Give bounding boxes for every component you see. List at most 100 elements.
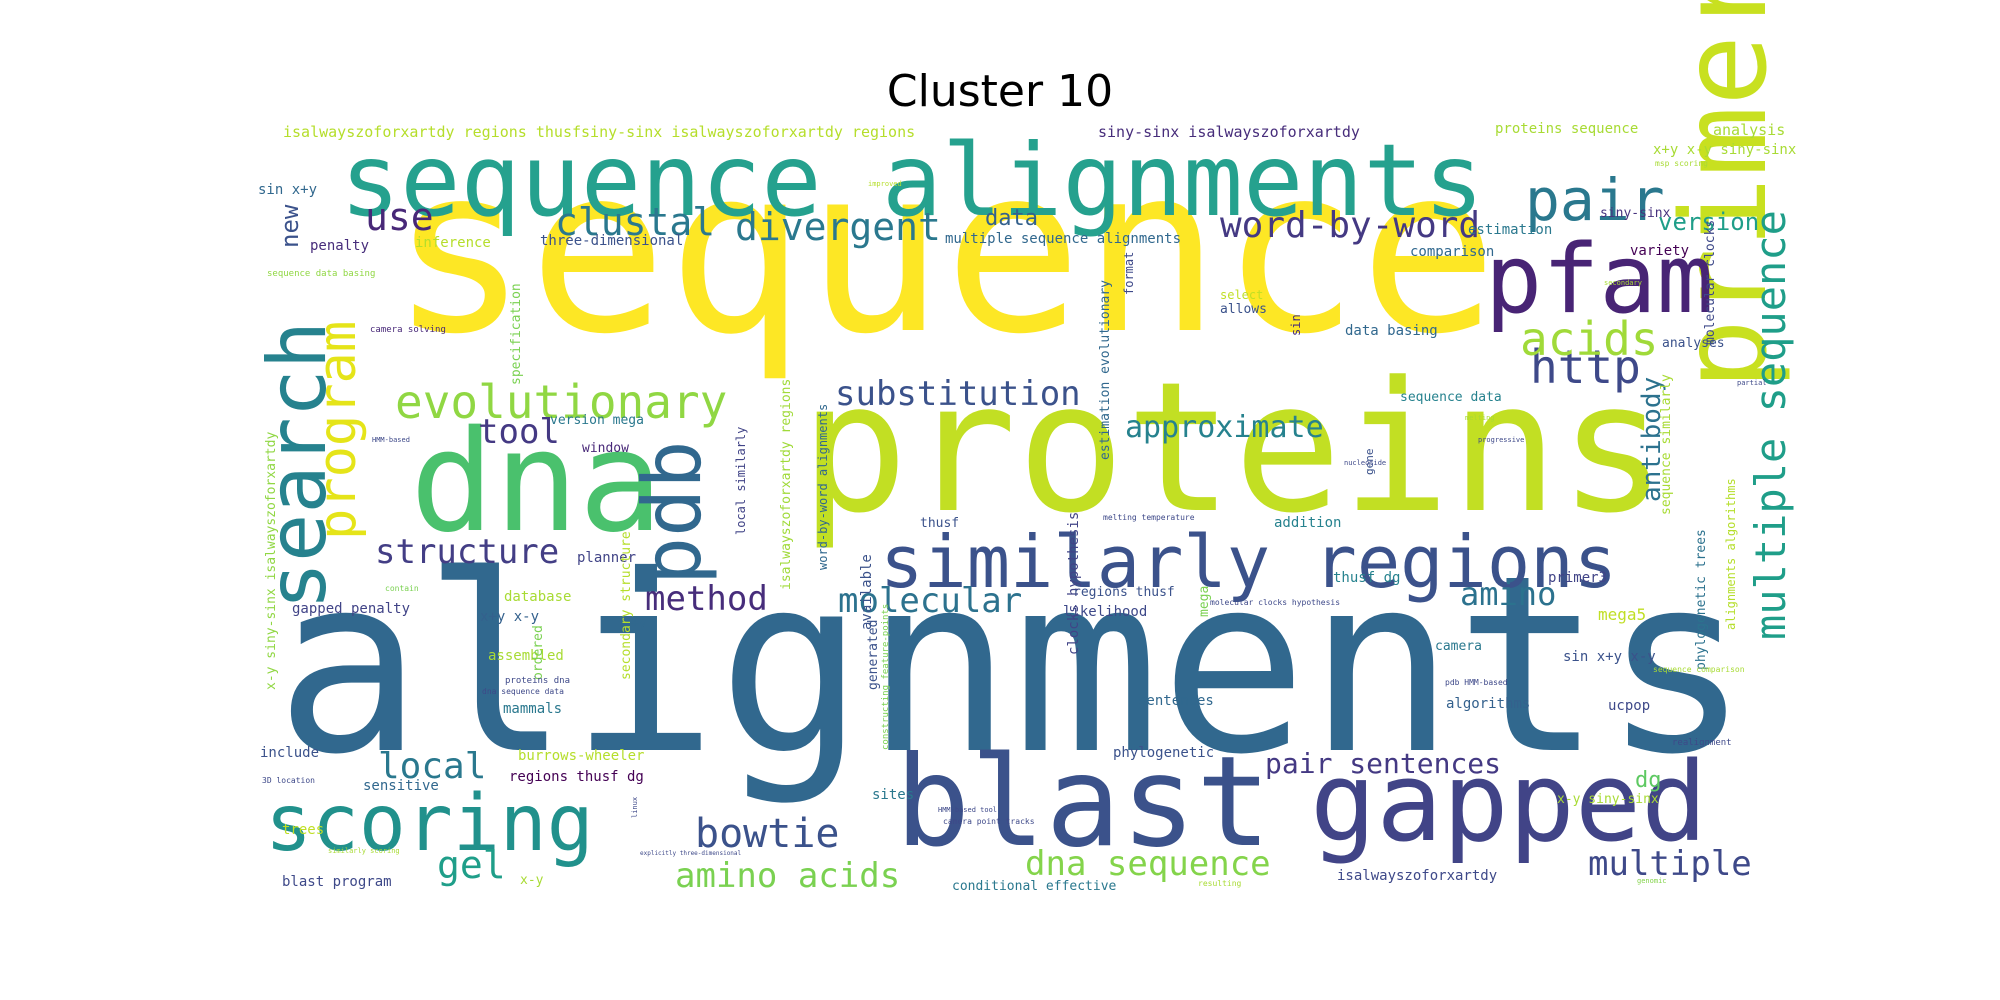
word-database: database xyxy=(504,589,571,605)
word-x-y-x-y: x+y x-y xyxy=(480,609,539,625)
word-alignments-algorithms: alignments algorithms xyxy=(1724,478,1738,630)
word-thusf: thusf xyxy=(920,516,959,531)
word-specification: specification xyxy=(509,283,524,385)
word-structure: structure xyxy=(375,532,559,572)
word-use: use xyxy=(365,195,434,239)
word-sensitive: sensitive xyxy=(363,778,439,794)
word-proteins-dna: proteins dna xyxy=(505,676,570,686)
word-sites: sites xyxy=(872,787,914,803)
word-linux: linux xyxy=(631,797,639,818)
word-include: include xyxy=(260,745,319,761)
word-trees: trees xyxy=(282,822,324,838)
word-isalwayszoforxartdy-regions-thusfsiny-sinx-isalwayszoforxartdy-regions: isalwayszoforxartdy regions thusfsiny-si… xyxy=(283,123,915,141)
word-dg: dg xyxy=(1635,768,1662,793)
word-assembled: assembled xyxy=(488,648,564,664)
word-dna-sequence: dna sequence xyxy=(1025,844,1271,884)
word-sin-x-y-x-y: sin x+y x-y xyxy=(1563,649,1656,665)
word-divergent: divergent xyxy=(735,205,941,249)
word-approximate: approximate xyxy=(1125,410,1324,445)
word-likelihood: likelihood xyxy=(1063,604,1147,620)
word-window: window xyxy=(582,441,629,456)
word-resulting: resulting xyxy=(1198,879,1242,888)
word-primer3: primer3 xyxy=(1548,570,1607,586)
word-camera-solving: camera solving xyxy=(370,325,446,335)
word-three-dimensional: three-dimensional xyxy=(540,233,683,249)
word-format: format xyxy=(1122,252,1136,295)
word-gapped: gapped xyxy=(1310,738,1707,866)
word-regions-thusf: regions thusf xyxy=(1073,585,1175,600)
word-proteins-sequence: proteins sequence xyxy=(1495,121,1638,137)
word-3d-location: 3D location xyxy=(262,776,315,785)
word-pfam: pfam xyxy=(1485,225,1714,335)
word-sequence-similarly: sequence similarly xyxy=(1659,374,1674,515)
word-hmm-based-tool: HMM-based tool xyxy=(938,806,997,814)
word-antibody: antibody xyxy=(1637,377,1667,502)
word-estimation: estimation xyxy=(1468,222,1552,238)
word-phylogenetic: phylogenetic xyxy=(1113,745,1214,761)
word-improved: improved xyxy=(868,180,902,188)
word-isalwayszoforxartdy-regions: isalwayszoforxartdy regions xyxy=(779,379,794,590)
word-blast-program: blast program xyxy=(282,874,392,890)
word-dna-sequence-data: dna sequence data xyxy=(482,687,564,696)
word-version-mega: version mega xyxy=(550,413,644,428)
word-pdb-hmm-based: pdb HMM-based xyxy=(1445,678,1508,687)
word-clustal: clustal xyxy=(555,200,715,244)
word-substitution: substitution xyxy=(835,374,1081,414)
word-regions-thusf-dg: regions thusf dg xyxy=(509,769,644,785)
word-sequence-alignments: sequence alignments xyxy=(340,122,1484,239)
word-new: new xyxy=(276,204,304,248)
word-gene: gene xyxy=(1363,449,1376,476)
word-primer: primer xyxy=(1655,0,1793,390)
word-variety: variety xyxy=(1630,243,1689,259)
word-realignment: realignment xyxy=(1672,738,1732,748)
word-analysis: analysis xyxy=(1713,121,1785,139)
word-contain: contain xyxy=(385,584,419,593)
word-molecular-clocks-hypothesis: molecular clocks hypothesis xyxy=(1210,598,1340,607)
word-molecular-clocks: molecular clocks xyxy=(1703,220,1718,345)
word-msp-scoring: msp scoring xyxy=(1655,159,1708,168)
word-sin-x-y: sin x+y xyxy=(258,182,317,198)
word-sequence-comparison: sequence comparison xyxy=(1653,665,1745,674)
word-siny-sinx-isalwayszoforxartdy: siny-sinx isalwayszoforxartdy xyxy=(1098,123,1360,141)
word-multiple-sequence-alignments: multiple sequence alignments xyxy=(945,231,1181,247)
word-allows: allows xyxy=(1220,302,1267,317)
word-method: method xyxy=(645,579,768,619)
word-proteins: proteins xyxy=(800,344,1667,553)
word-gapped-penalty: gapped penalty xyxy=(292,601,410,617)
word-mammals: mammals xyxy=(503,701,562,717)
word-data: data xyxy=(985,206,1038,231)
word-penalty: penalty xyxy=(310,238,369,254)
word-addition: addition xyxy=(1274,515,1341,531)
word-acids: acids xyxy=(1520,312,1658,366)
word-data-basing: data basing xyxy=(1345,323,1438,339)
word-hmm-based: HMM-based xyxy=(372,436,410,444)
word-melting-temperature: melting temperature xyxy=(1103,513,1195,522)
word-amino: amino xyxy=(1460,575,1556,613)
word-scoring: scoring xyxy=(265,779,594,869)
word-progressive: progressive xyxy=(1478,436,1524,444)
word-sentences: sentences xyxy=(1138,693,1214,709)
word-select: select xyxy=(1220,288,1263,302)
word-burrows-wheeler: burrows-wheeler xyxy=(518,748,644,764)
word-mega: mega xyxy=(1197,586,1212,617)
word-alignments: alignments xyxy=(275,523,1750,808)
word-comparison: comparison xyxy=(1410,244,1494,260)
word-secondary-structure: secondary structure xyxy=(619,531,634,680)
word-gel: gel xyxy=(437,843,506,887)
word-sequence: sequence xyxy=(390,118,1498,385)
word-thusf-dg: thusf dg xyxy=(1333,570,1400,586)
word-blast: blast xyxy=(895,730,1271,875)
word-x-y: x+y xyxy=(623,616,647,631)
word-isalwayszoforxartdy: isalwayszoforxartdy xyxy=(1337,868,1497,884)
word-sequence-data-basing: sequence data basing xyxy=(267,269,375,279)
word-available: available xyxy=(859,554,875,630)
word-similarly-regions: similarly regions xyxy=(880,520,1617,604)
word-word-by-word-alignments: word-by-word alignments xyxy=(816,404,830,570)
word-algorithms: algorithms xyxy=(1446,696,1530,712)
word-sequence-data: sequence data xyxy=(1400,390,1502,405)
word-inference: inference xyxy=(415,235,491,251)
word-explicitly-three-dimensional: explicitly three-dimensional xyxy=(640,850,742,857)
word-x-y-siny-sinx-isalwayszoforxartdy: x-y siny-sinx isalwayszoforxartdy xyxy=(264,432,279,690)
word-siny-sinx: siny-sinx xyxy=(1600,206,1671,221)
